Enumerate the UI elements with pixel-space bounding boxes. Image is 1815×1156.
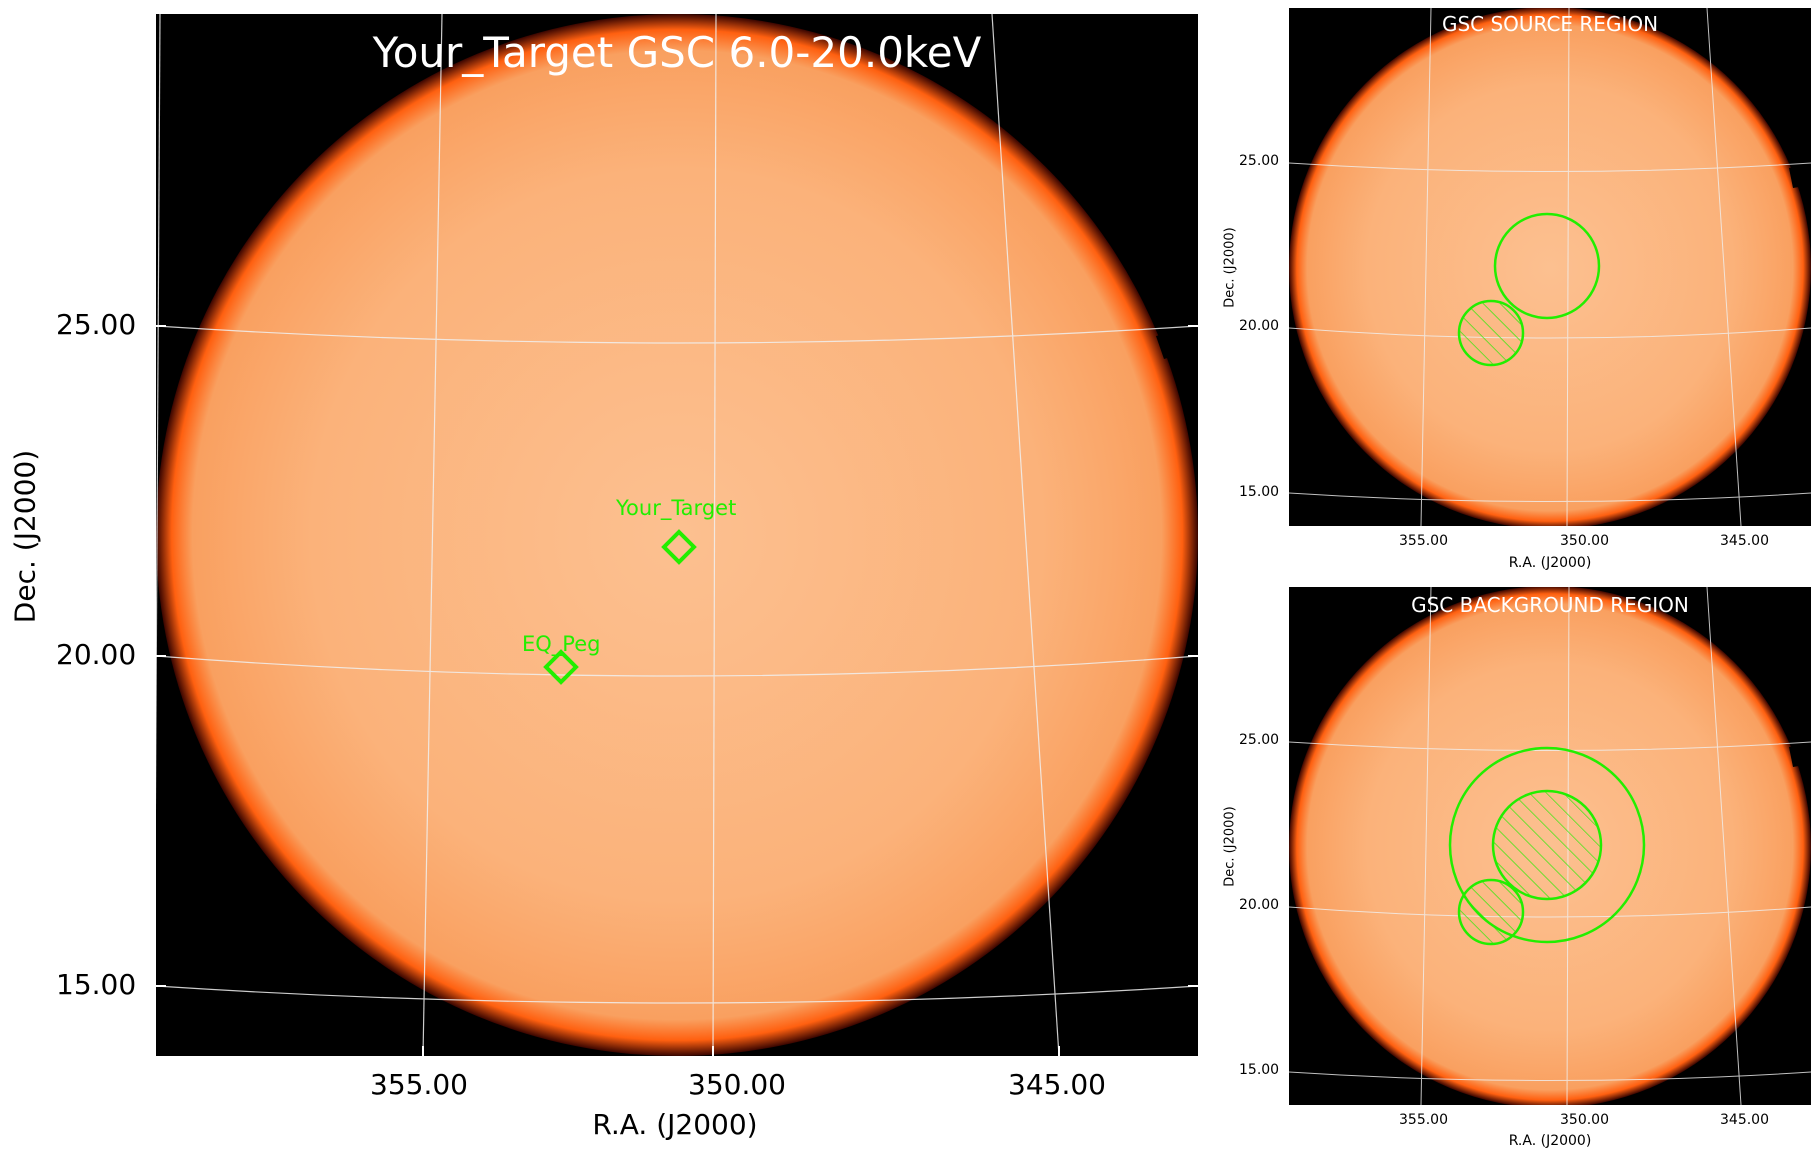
- source-excluded-circle[interactable]: [1457, 299, 1525, 367]
- main-xlabel: R.A. (J2000): [592, 1108, 758, 1141]
- main-image-panel: Your_Target GSC 6.0-20.0keV Your_Target …: [156, 14, 1198, 1056]
- main-disc-notch: [1156, 332, 1181, 359]
- source-xtick-345: 345.00: [1720, 533, 1769, 549]
- background-region-title: GSC BACKGROUND REGION: [1411, 593, 1689, 617]
- background-ytick-25: 25.00: [1239, 732, 1280, 748]
- background-region-map: [1289, 587, 1811, 1105]
- background-excluded-eqpeg[interactable]: [1457, 878, 1525, 946]
- source-ytick-20: 20.00: [1239, 318, 1280, 334]
- eq-peg-label: EQ_Peg: [522, 632, 601, 656]
- background-xtick-355: 355.00: [1399, 1112, 1448, 1128]
- eq-peg-marker[interactable]: [543, 649, 579, 685]
- source-xlabel: R.A. (J2000): [1508, 555, 1592, 571]
- background-excluded-source[interactable]: [1491, 789, 1603, 901]
- source-ylabel: Dec. (J2000): [1222, 227, 1238, 308]
- source-xtick-350: 350.00: [1560, 533, 1609, 549]
- source-region-circle[interactable]: [1493, 212, 1601, 320]
- source-ytick-15: 15.00: [1239, 484, 1280, 500]
- background-xlabel: R.A. (J2000): [1508, 1133, 1592, 1149]
- main-tick-marks: [156, 325, 1198, 1056]
- background-ytick-15: 15.00: [1239, 1062, 1280, 1078]
- source-region-map: [1289, 8, 1811, 526]
- background-grid: [1289, 587, 1811, 1105]
- main-ytick-25: 25.00: [56, 308, 137, 341]
- main-grid: [156, 14, 1198, 1056]
- main-xtick-350: 350.00: [688, 1068, 786, 1101]
- background-region-panel: GSC BACKGROUND REGION: [1289, 587, 1811, 1105]
- main-sky-map: [156, 14, 1198, 1056]
- background-ylabel: Dec. (J2000): [1222, 806, 1238, 887]
- background-annulus-outer[interactable]: [1448, 746, 1646, 944]
- main-xtick-355: 355.00: [370, 1068, 468, 1101]
- source-region-title: GSC SOURCE REGION: [1441, 12, 1659, 36]
- source-ytick-25: 25.00: [1239, 153, 1280, 169]
- background-xtick-345: 345.00: [1720, 1112, 1769, 1128]
- source-xtick-355: 355.00: [1399, 533, 1448, 549]
- source-region-panel: GSC SOURCE REGION: [1289, 8, 1811, 526]
- background-ytick-20: 20.00: [1239, 897, 1280, 913]
- main-ytick-20: 20.00: [56, 638, 137, 671]
- main-ylabel: Dec. (J2000): [8, 449, 42, 624]
- main-xtick-345: 345.00: [1008, 1068, 1106, 1101]
- background-xtick-350: 350.00: [1560, 1112, 1609, 1128]
- main-title: Your_Target GSC 6.0-20.0keV: [372, 28, 982, 77]
- your-target-marker[interactable]: [661, 529, 697, 565]
- your-target-label: Your_Target: [616, 496, 737, 520]
- source-detector-disc: [1289, 8, 1811, 526]
- source-grid: [1289, 8, 1811, 526]
- main-ytick-15: 15.00: [56, 968, 137, 1001]
